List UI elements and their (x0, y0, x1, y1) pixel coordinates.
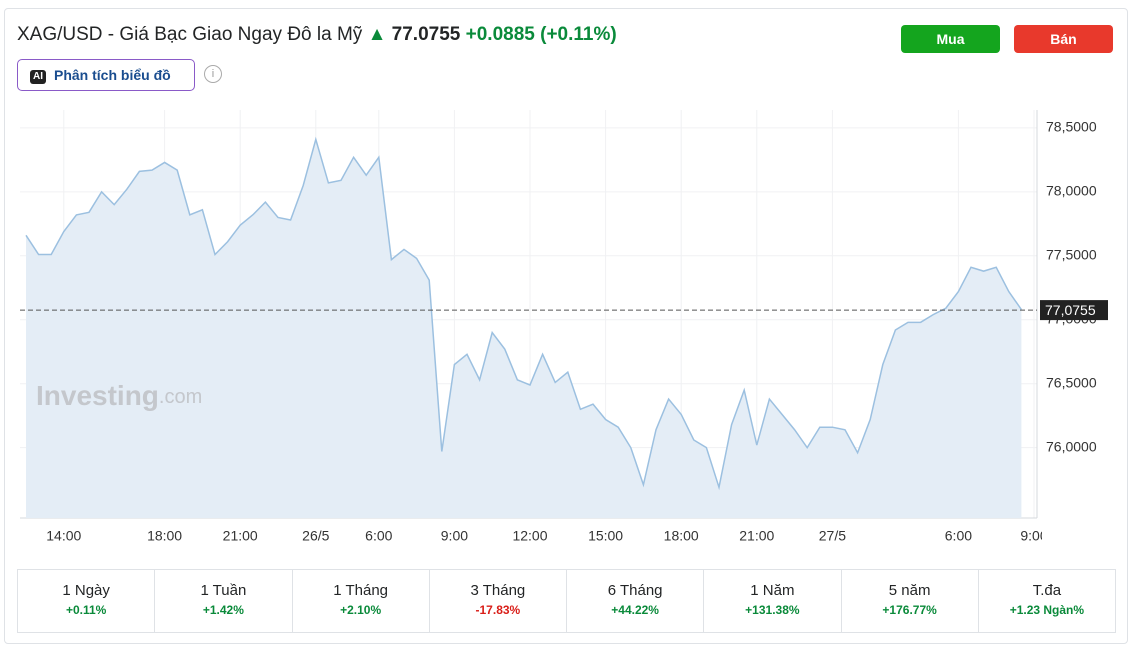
period-cell[interactable]: 1 Tuần +1.42% (154, 570, 291, 632)
period-cell[interactable]: 6 Tháng +44.22% (566, 570, 703, 632)
instrument-title: XAG/USD - Giá Bạc Giao Ngay Đô la Mỹ (17, 24, 363, 45)
x-tick-label: 26/5 (302, 528, 329, 544)
change-pct: (+0.11%) (540, 24, 617, 45)
period-label: 1 Tháng (333, 582, 389, 599)
period-label: 6 Tháng (607, 582, 663, 599)
x-tick-label: 6:00 (365, 528, 392, 544)
info-icon[interactable]: i (204, 65, 222, 83)
period-change: +1.23 Ngàn% (1009, 603, 1085, 617)
period-cell[interactable]: 5 năm +176.77% (840, 570, 978, 632)
x-tick-label: 9:00 (1020, 528, 1047, 544)
x-tick-label: 12:00 (512, 528, 547, 544)
sell-button[interactable]: Bán (1014, 25, 1113, 53)
area (26, 139, 1022, 518)
panel (4, 8, 1128, 644)
up-arrow: ▲ (367, 24, 387, 45)
header: XAG/USD - Giá Bạc Giao Ngay Đô la Mỹ ▲ 7… (17, 24, 617, 46)
period-change: -17.83% (475, 603, 521, 617)
x-tick-label: 15:00 (588, 528, 623, 544)
chart: 76,000076,500077,000077,500078,000078,50… (20, 110, 1108, 544)
period-label: 3 Tháng (470, 582, 526, 599)
period-change: +131.38% (745, 603, 800, 617)
buy-button[interactable]: Mua (901, 25, 1000, 53)
change: +0.0885 (465, 24, 535, 45)
y-tick-label: 77,5000 (1046, 247, 1097, 263)
price-line (25, 136, 1023, 491)
watermark: Investing.com (36, 380, 202, 411)
period-label: 5 năm (888, 582, 931, 599)
x-tick-label: 9:00 (441, 528, 468, 544)
y-tick-label: 78,0000 (1046, 183, 1097, 199)
period-cell[interactable]: T.đa +1.23 Ngàn% (977, 570, 1115, 632)
period-label: 1 Năm (750, 582, 795, 599)
period-cell[interactable]: 1 Tháng +2.10% (291, 570, 429, 632)
watermark-brand: Investing (36, 380, 159, 411)
period-table: 1 Ngày +0.11% 1 Tuần +1.42% 1 Tháng +2.10% 3 T… (17, 569, 1116, 633)
x-tick-label: 21:00 (739, 528, 774, 544)
x-tick-label: 21:00 (223, 528, 258, 544)
x-tick-label: 18:00 (664, 528, 699, 544)
period-cell[interactable]: 3 Tháng -17.83% (428, 570, 566, 632)
x-tick-label: 14:00 (46, 528, 81, 544)
ai-button[interactable]: AI Phân tích biểu đồ (17, 59, 195, 91)
y-tick-label: 76,0000 (1046, 438, 1097, 454)
period-change: +0.11% (65, 603, 107, 617)
period-label: T.đa (1032, 582, 1062, 599)
period-label: 1 Ngày (62, 582, 110, 599)
period-change: +2.10% (340, 603, 382, 617)
last-price-box (1040, 300, 1108, 321)
x-tick-label: 27/5 (819, 528, 846, 544)
period-change: +44.22% (611, 603, 659, 617)
y-tick-label: 76,5000 (1046, 374, 1097, 390)
period-change: +176.77% (882, 603, 937, 617)
price: 77.0755 (391, 24, 461, 45)
y-tick-label: 78,5000 (1046, 119, 1097, 135)
period-label: 1 Tuần (200, 582, 247, 599)
watermark-suffix: .com (159, 386, 202, 408)
x-tick-label: 6:00 (945, 528, 972, 544)
period-cell[interactable]: 1 Năm +131.38% (703, 570, 840, 632)
x-tick-label: 18:00 (147, 528, 182, 544)
last-price-label: 77,0755 (1045, 302, 1096, 318)
ai-badge: AI (30, 70, 46, 84)
ai-label: Phân tích biểu đồ (54, 67, 171, 83)
period-change: +1.42% (202, 603, 244, 617)
period-cell[interactable]: 1 Ngày +0.11% (18, 570, 154, 632)
